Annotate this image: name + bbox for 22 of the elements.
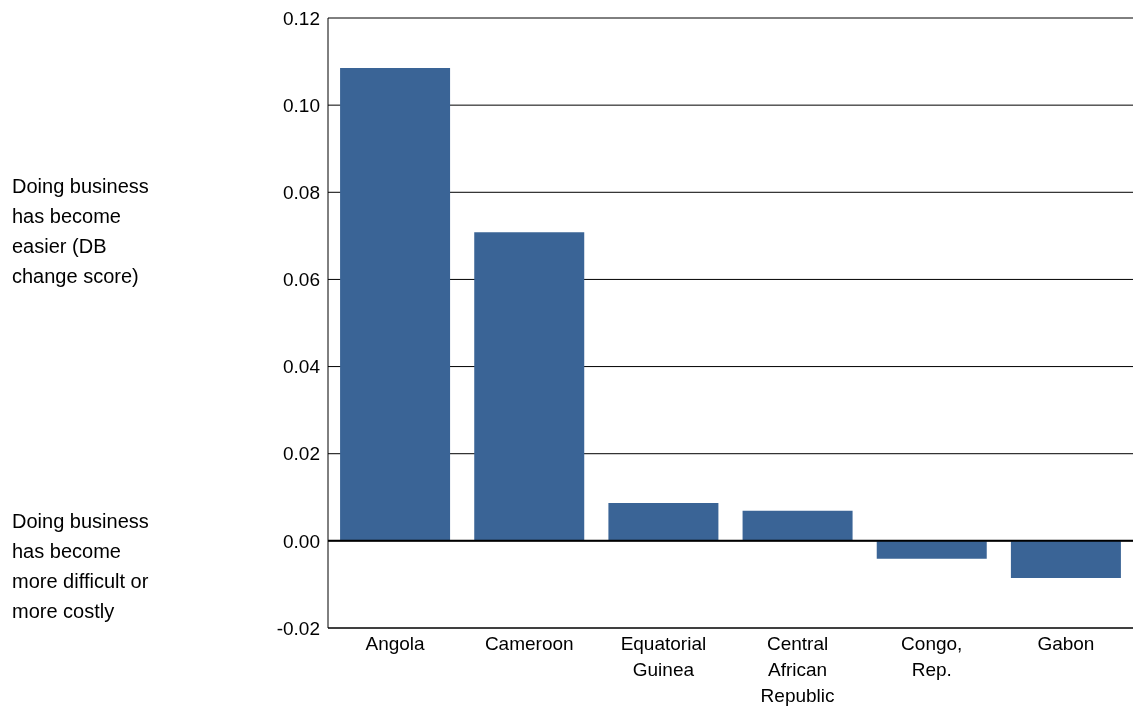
x-tick-label: Gabon [1037,633,1095,654]
bar [742,510,853,541]
x-tick-label: Central African Republic [760,633,835,706]
text: Doing business has become easier (DB change score) [12,173,150,289]
x-tick-label: Congo, Rep. [901,633,963,680]
y-tick-label: 0.00 [283,530,320,552]
y-tick-label: 0.08 [283,182,320,204]
x-tick-label: Equatorial Guinea [620,633,707,680]
x-tick-label: Cameroon [484,633,574,654]
y-tick-label: 0.04 [283,356,321,378]
bar [340,68,451,541]
y-tick-label: -0.02 [276,617,320,639]
x-tick-label: Angola [365,633,426,654]
bar [876,540,987,559]
bar [1010,540,1121,578]
y-tick-label: 0.10 [283,94,320,116]
text: Doing business has become more difficult or more costly [12,509,150,624]
y-tick-label: 0.12 [283,7,320,29]
bar [608,502,719,541]
y-tick-label: 0.02 [283,443,320,465]
y-tick-label: 0.06 [283,269,320,291]
bar [474,232,585,541]
